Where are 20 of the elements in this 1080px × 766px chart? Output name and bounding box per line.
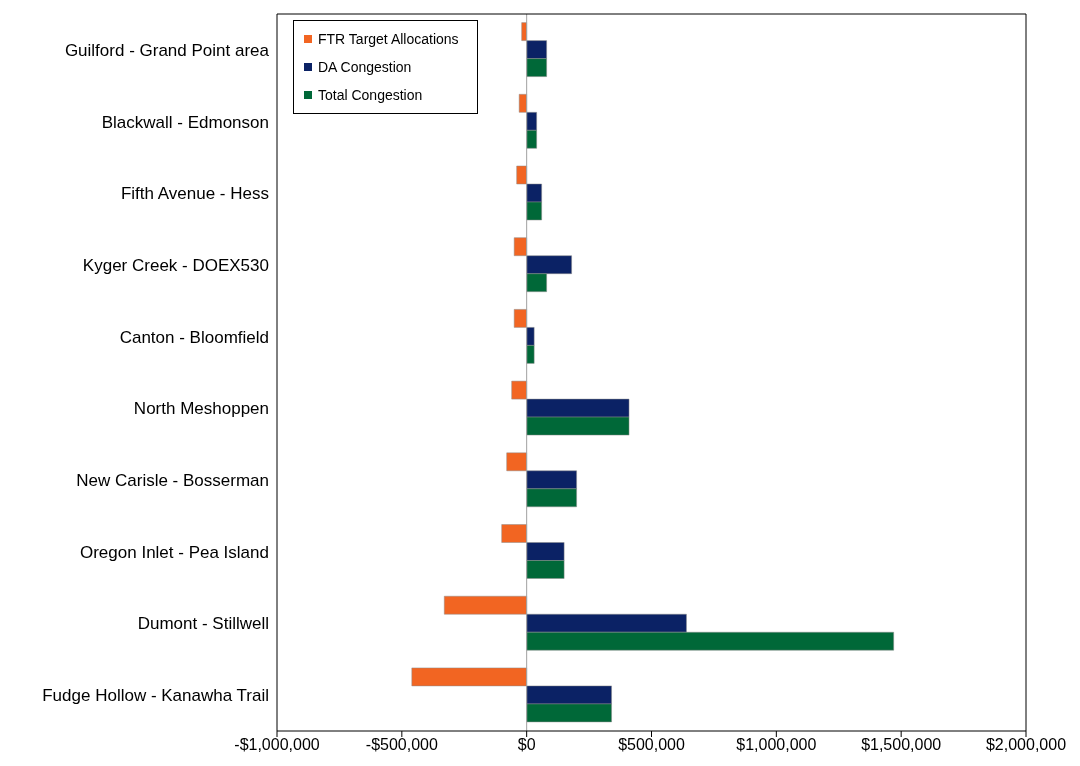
x-tick-label: -$500,000 [365, 736, 438, 754]
x-tick-label: $1,000,000 [736, 736, 817, 754]
x-tick-label: $0 [517, 736, 536, 754]
y-tick-label: Dumont - Stillwell [137, 614, 269, 634]
x-tick-label: -$1,000,000 [234, 736, 320, 754]
legend-label: DA Congestion [318, 58, 412, 77]
y-tick-label: New Carisle - Bosserman [76, 471, 269, 491]
x-tick-label: $1,500,000 [861, 736, 942, 754]
x-tick-label: $500,000 [618, 736, 685, 754]
legend-label: FTR Target Allocations [318, 30, 459, 49]
legend-label: Total Congestion [318, 86, 423, 105]
x-tick-label: $2,000,000 [985, 736, 1067, 754]
y-tick-label: Canton - Bloomfield [119, 327, 269, 347]
y-tick-label: Oregon Inlet - Pea Island [79, 542, 269, 562]
y-tick-label: Kyger Creek - DOEX530 [82, 255, 269, 275]
y-tick-label: Fifth Avenue - Hess [120, 184, 269, 204]
y-tick-label: North Meshoppen [133, 399, 269, 419]
y-tick-label: Guilford - Grand Point area [64, 40, 270, 60]
y-tick-label: Blackwall - Edmonson [101, 112, 269, 132]
y-tick-label: Fudge Hollow - Kanawha Trail [42, 686, 269, 706]
